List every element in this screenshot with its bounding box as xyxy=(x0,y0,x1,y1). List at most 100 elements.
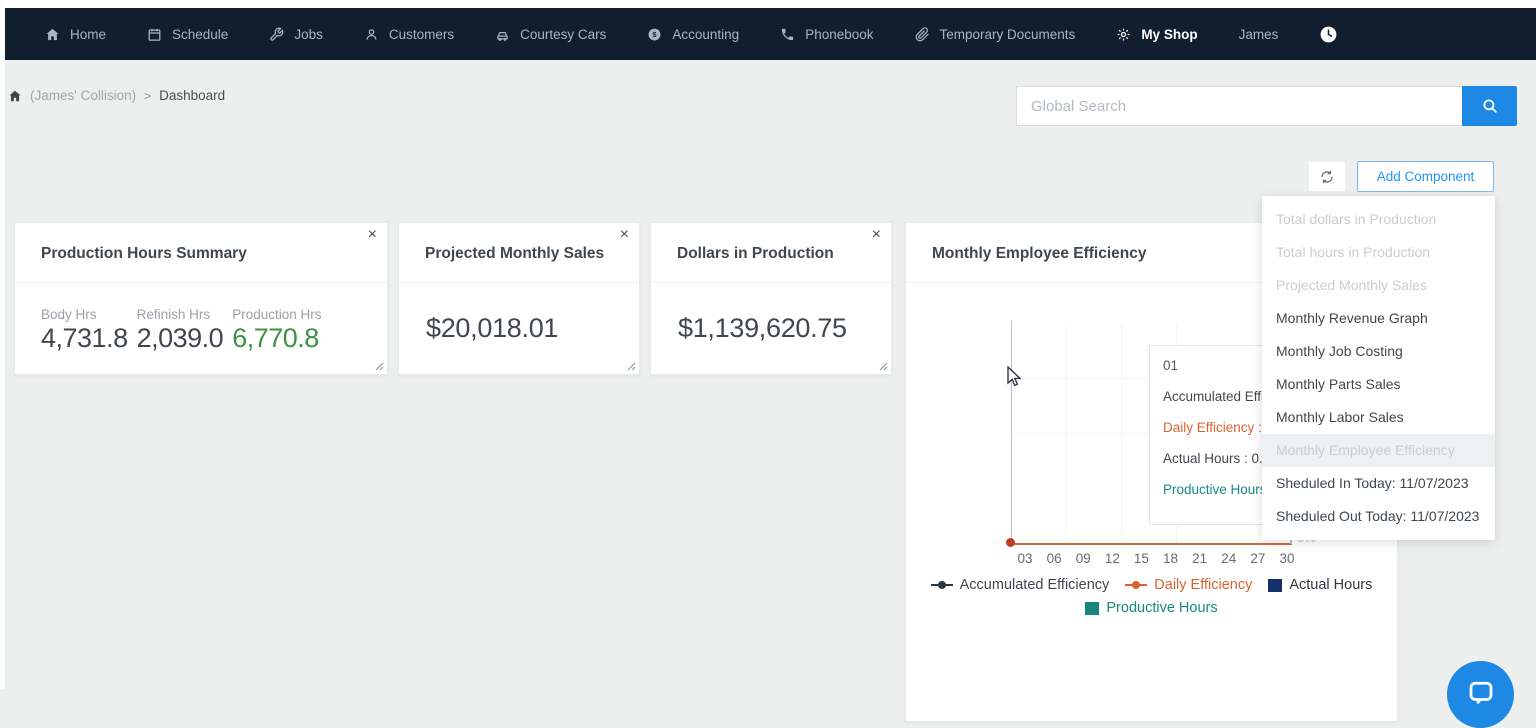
svg-text:$: $ xyxy=(653,30,658,39)
close-icon[interactable]: × xyxy=(367,226,377,243)
line-dot-marker-icon xyxy=(930,581,953,589)
x-tick: 12 xyxy=(1104,551,1120,566)
nav-item-temporary-documents[interactable]: Temporary Documents xyxy=(915,27,1075,42)
phone-icon xyxy=(782,28,794,40)
nav-clock-button[interactable] xyxy=(1319,25,1338,44)
nav-item-courtesy-cars[interactable]: Courtesy Cars xyxy=(495,27,606,42)
menu-item-employee-efficiency: Monthly Employee Efficiency xyxy=(1262,434,1495,467)
refresh-button[interactable] xyxy=(1308,161,1346,192)
dollar-circle-icon: $ xyxy=(648,28,661,40)
legend-label: Actual Hours xyxy=(1289,577,1373,593)
chat-fab-button[interactable] xyxy=(1447,661,1514,728)
search-input[interactable] xyxy=(1016,86,1462,126)
metric-production-hrs: Production Hrs 6,770.8 xyxy=(232,307,321,354)
line-dot-marker-icon xyxy=(1125,581,1148,589)
person-icon xyxy=(366,28,377,40)
breadcrumb-shop[interactable]: (James' Collision) xyxy=(30,88,137,103)
x-tick: 30 xyxy=(1279,551,1295,566)
breadcrumb-current: Dashboard xyxy=(159,88,226,103)
card-title: Monthly Employee Efficiency xyxy=(932,245,1147,262)
nav-item-jobs[interactable]: Jobs xyxy=(269,27,323,42)
menu-item-scheduled-in[interactable]: Sheduled In Today: 11/07/2023 xyxy=(1276,475,1469,491)
nav-label: Schedule xyxy=(172,26,229,42)
tooltip-daily: Daily Efficiency : 0 xyxy=(1163,420,1274,435)
nav-item-accounting[interactable]: $ Accounting xyxy=(647,27,739,42)
chart-legend-row-2: Productive Hours xyxy=(906,600,1397,616)
nav-label: Jobs xyxy=(294,26,323,42)
add-component-button[interactable]: Add Component xyxy=(1357,161,1494,192)
production-hours-metrics: Body Hrs 4,731.8 Refinish Hrs 2,039.0 Pr… xyxy=(41,307,321,354)
legend-label: Daily Efficiency xyxy=(1154,577,1253,593)
home-icon xyxy=(46,28,59,40)
legend-actual-hours[interactable]: Actual Hours xyxy=(1268,577,1372,593)
chart-legend-row-1: Accumulated Efficiency Daily Efficiency … xyxy=(906,577,1397,593)
nav-item-home[interactable]: Home xyxy=(45,27,106,42)
add-component-menu: Total dollars in Production Total hours … xyxy=(1262,196,1495,540)
daily-efficiency-zero-line xyxy=(1012,543,1292,545)
clock-icon xyxy=(1320,26,1337,42)
menu-item-total-hours: Total hours in Production xyxy=(1276,244,1431,260)
menu-item-total-dollars: Total dollars in Production xyxy=(1276,211,1437,227)
global-search xyxy=(1016,86,1517,126)
search-icon xyxy=(1482,99,1497,114)
card-header: Dollars in Production × xyxy=(651,223,891,283)
chart-x-ticks: 03 06 09 12 15 18 21 24 27 30 xyxy=(1014,551,1298,566)
calendar-icon xyxy=(148,28,161,41)
menu-item-projected-sales: Projected Monthly Sales xyxy=(1276,277,1427,293)
resize-handle-icon[interactable] xyxy=(627,362,636,371)
menu-item-parts-sales[interactable]: Monthly Parts Sales xyxy=(1276,376,1401,392)
resize-handle-icon[interactable] xyxy=(879,362,888,371)
card-production-hours-summary: Production Hours Summary × Body Hrs 4,73… xyxy=(14,222,388,375)
square-marker-icon xyxy=(1085,601,1100,615)
x-tick: 03 xyxy=(1017,551,1033,566)
metric-label: Refinish Hrs xyxy=(136,307,211,322)
x-tick: 15 xyxy=(1133,551,1149,566)
resize-handle-icon[interactable] xyxy=(375,362,384,371)
nav-item-my-shop[interactable]: My Shop xyxy=(1116,26,1198,42)
legend-daily-efficiency[interactable]: Daily Efficiency xyxy=(1125,577,1252,593)
nav-item-user[interactable]: James xyxy=(1239,27,1279,42)
nav-label: Accounting xyxy=(672,26,740,42)
projected-sales-value: $20,018.01 xyxy=(426,313,559,343)
menu-item-labor-sales[interactable]: Monthly Labor Sales xyxy=(1276,409,1404,425)
square-marker-icon xyxy=(1268,578,1283,592)
menu-item-revenue-graph[interactable]: Monthly Revenue Graph xyxy=(1276,310,1428,326)
card-dollars-in-production: Dollars in Production × $1,139,620.75 xyxy=(650,222,892,375)
breadcrumb: (James' Collision) > Dashboard xyxy=(8,88,225,103)
tooltip-accumulated: Accumulated Effi xyxy=(1163,389,1265,404)
nav-label: My Shop xyxy=(1141,26,1198,42)
card-header: Production Hours Summary × xyxy=(15,223,387,283)
nav-item-customers[interactable]: Customers xyxy=(364,27,454,42)
metric-label: Body Hrs xyxy=(41,307,97,322)
card-title: Dollars in Production xyxy=(677,245,834,262)
tooltip-day: 01 xyxy=(1163,358,1179,373)
metric-label: Production Hrs xyxy=(232,307,322,322)
wrench-icon xyxy=(270,27,284,41)
gear-icon xyxy=(1117,28,1130,40)
close-icon[interactable]: × xyxy=(619,226,629,243)
card-title: Production Hours Summary xyxy=(41,245,247,262)
metric-value: 2,039.0 xyxy=(136,323,224,353)
menu-item-job-costing[interactable]: Monthly Job Costing xyxy=(1276,343,1403,359)
nav-label: Home xyxy=(70,26,107,42)
x-tick: 24 xyxy=(1221,551,1237,566)
card-title: Projected Monthly Sales xyxy=(425,245,605,262)
x-tick: 21 xyxy=(1192,551,1208,566)
car-icon xyxy=(497,31,508,41)
menu-item-scheduled-out[interactable]: Sheduled Out Today: 11/07/2023 xyxy=(1276,508,1480,524)
metric-body-hrs: Body Hrs 4,731.8 xyxy=(41,307,128,354)
x-tick: 27 xyxy=(1250,551,1266,566)
nav-item-phonebook[interactable]: Phonebook xyxy=(780,27,874,42)
legend-label: Accumulated Efficiency xyxy=(959,577,1110,593)
window-left-edge xyxy=(0,0,5,689)
chart-y-axis xyxy=(1011,321,1012,545)
top-navbar: Home Schedule Jobs Customers Courtesy Ca… xyxy=(5,8,1536,60)
tooltip-productive: Productive Hours xyxy=(1163,482,1267,497)
search-button[interactable] xyxy=(1462,86,1517,126)
legend-productive-hours[interactable]: Productive Hours xyxy=(1085,600,1218,616)
daily-efficiency-point xyxy=(1006,538,1015,547)
home-icon xyxy=(9,90,21,101)
legend-accumulated-efficiency[interactable]: Accumulated Efficiency xyxy=(930,577,1110,593)
nav-item-schedule[interactable]: Schedule xyxy=(147,27,228,42)
close-icon[interactable]: × xyxy=(871,226,881,243)
